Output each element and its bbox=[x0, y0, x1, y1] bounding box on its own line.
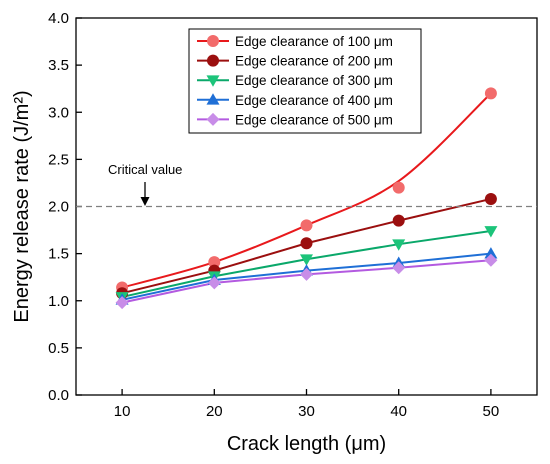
legend-marker-2 bbox=[207, 54, 219, 67]
data-point-series-1 bbox=[300, 219, 313, 232]
legend-label-3: Edge clearance of 300 μm bbox=[235, 73, 393, 88]
y-tick-label: 0.0 bbox=[48, 387, 69, 404]
y-tick-label: 2.0 bbox=[48, 199, 69, 216]
legend-marker-1 bbox=[207, 35, 219, 47]
y-tick-label: 1.0 bbox=[48, 293, 69, 310]
legend-marker-3 bbox=[206, 75, 220, 87]
data-point-series-5 bbox=[392, 261, 406, 275]
y-tick-label: 3.0 bbox=[48, 104, 69, 121]
x-axis-label: Crack length (μm) bbox=[227, 433, 386, 455]
data-point-series-3 bbox=[392, 239, 406, 251]
series-markers bbox=[115, 87, 498, 310]
legend-label-2: Edge clearance of 200 μm bbox=[235, 54, 393, 69]
x-tick-label: 50 bbox=[483, 403, 500, 420]
legend-marker-5 bbox=[206, 112, 220, 126]
data-point-series-2 bbox=[300, 237, 313, 250]
data-point-series-1 bbox=[484, 87, 497, 100]
data-point-series-5 bbox=[207, 276, 221, 290]
data-point-series-5 bbox=[115, 296, 129, 310]
critical-value-arrow-head bbox=[140, 197, 150, 206]
legend: Edge clearance of 100 μm Edge clearance o… bbox=[188, 28, 422, 134]
data-point-series-3 bbox=[300, 254, 313, 266]
x-tick-label: 30 bbox=[298, 403, 315, 420]
critical-value-label: Critical value bbox=[108, 162, 182, 177]
data-point-series-1 bbox=[392, 181, 405, 194]
data-point-series-2 bbox=[484, 192, 497, 205]
data-point-series-5 bbox=[300, 267, 313, 281]
data-point-series-2 bbox=[392, 214, 405, 227]
legend-label-5: Edge clearance of 500 μm bbox=[235, 112, 393, 127]
axis-ticks: 10 20 30 40 50 0.0 0.5 1.0 1.5 2.0 2.5 3.0 3.5 4.0 bbox=[48, 10, 499, 420]
x-tick-label: 20 bbox=[206, 403, 223, 420]
legend-label-4: Edge clearance of 400 μm bbox=[235, 93, 393, 108]
y-tick-label: 0.5 bbox=[48, 340, 69, 357]
legend-marker-4 bbox=[206, 93, 220, 105]
legend-label-1: Edge clearance of 100 μm bbox=[235, 34, 393, 49]
x-tick-label: 40 bbox=[390, 403, 407, 420]
critical-value-arrow bbox=[140, 182, 150, 206]
y-tick-label: 1.5 bbox=[48, 246, 69, 263]
legend-box bbox=[188, 28, 422, 134]
data-point-series-4 bbox=[484, 247, 498, 259]
data-point-series-1 bbox=[208, 256, 221, 269]
y-tick-label: 3.5 bbox=[48, 57, 69, 74]
data-point-series-3 bbox=[484, 226, 498, 238]
x-tick-label: 10 bbox=[114, 403, 131, 420]
y-axis-label: Energy release rate (J/m²) bbox=[11, 90, 33, 322]
data-point-series-5 bbox=[484, 253, 498, 267]
y-tick-label: 4.0 bbox=[48, 10, 69, 27]
y-tick-label: 2.5 bbox=[48, 151, 69, 168]
